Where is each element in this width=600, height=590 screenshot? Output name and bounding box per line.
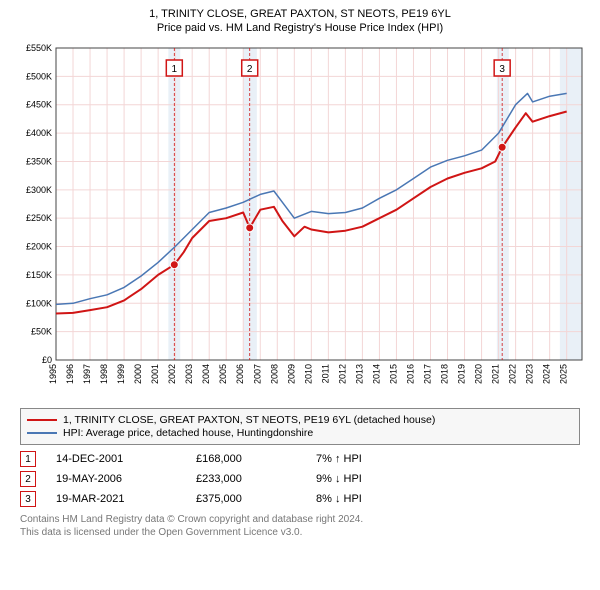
transaction-price: £233,000 [196,473,316,485]
svg-text:2: 2 [247,64,253,75]
line-chart-svg: £0 £50K £100K £150K £200K £250K £300K £350K £400… [10,40,590,400]
legend-label: HPI: Average price, detached house, Hunt… [63,427,313,439]
transaction-date: 19-MAR-2021 [56,493,196,505]
svg-text:2019: 2019 [457,364,467,384]
footer-line-2: This data is licensed under the Open Gov… [20,526,580,539]
transaction-badge: 3 [20,491,36,507]
svg-text:2010: 2010 [303,364,313,384]
transaction-price: £168,000 [196,453,316,465]
chart-container: 1, TRINITY CLOSE, GREAT PAXTON, ST NEOTS… [0,0,600,547]
svg-text:2008: 2008 [269,364,279,384]
svg-text:2011: 2011 [320,364,330,383]
svg-text:2022: 2022 [508,364,518,384]
transaction-row: 1 14-DEC-2001£168,0007% ↑ HPI [20,451,580,467]
svg-text:2009: 2009 [286,364,296,384]
svg-text:£250K: £250K [26,213,52,223]
svg-text:2003: 2003 [184,364,194,384]
transaction-row: 2 19-MAY-2006£233,0009% ↓ HPI [20,471,580,487]
footer-attribution: Contains HM Land Registry data © Crown c… [20,513,580,539]
svg-text:1999: 1999 [116,364,126,384]
transaction-hpi: 7% ↑ HPI [316,453,436,465]
svg-text:2018: 2018 [440,364,450,384]
transaction-date: 14-DEC-2001 [56,453,196,465]
chart-subtitle: Price paid vs. HM Land Registry's House … [10,22,590,34]
footer-line-1: Contains HM Land Registry data © Crown c… [20,513,580,526]
transaction-hpi: 8% ↓ HPI [316,493,436,505]
svg-text:1997: 1997 [82,364,92,384]
legend-label: 1, TRINITY CLOSE, GREAT PAXTON, ST NEOTS… [63,414,435,426]
svg-text:2021: 2021 [491,364,501,384]
svg-text:2012: 2012 [337,364,347,384]
svg-text:2016: 2016 [405,364,415,384]
svg-text:1998: 1998 [99,364,109,384]
svg-text:1996: 1996 [65,364,75,384]
svg-text:£0: £0 [42,355,52,365]
svg-text:£100K: £100K [26,298,52,308]
svg-text:1: 1 [172,64,178,75]
svg-text:2017: 2017 [422,364,432,384]
svg-text:2014: 2014 [371,364,381,384]
svg-text:£500K: £500K [26,71,52,81]
svg-text:2005: 2005 [218,364,228,384]
svg-text:2013: 2013 [354,364,364,384]
chart-area: £0 £50K £100K £150K £200K £250K £300K £350K £400… [10,40,590,400]
transaction-hpi: 9% ↓ HPI [316,473,436,485]
transaction-row: 3 19-MAR-2021£375,0008% ↓ HPI [20,491,580,507]
svg-text:2006: 2006 [235,364,245,384]
svg-text:2023: 2023 [525,364,535,384]
legend-swatch [27,419,57,421]
svg-text:2002: 2002 [167,364,177,384]
svg-text:£550K: £550K [26,43,52,53]
legend-swatch [27,432,57,434]
transaction-price: £375,000 [196,493,316,505]
transaction-date: 19-MAY-2006 [56,473,196,485]
svg-text:3: 3 [499,64,505,75]
svg-text:2004: 2004 [201,364,211,384]
svg-text:2020: 2020 [474,364,484,384]
transaction-badge: 1 [20,451,36,467]
legend-box: 1, TRINITY CLOSE, GREAT PAXTON, ST NEOTS… [20,408,580,445]
svg-text:2007: 2007 [252,364,262,384]
svg-text:2001: 2001 [150,364,160,384]
svg-text:£200K: £200K [26,242,52,252]
chart-title: 1, TRINITY CLOSE, GREAT PAXTON, ST NEOTS… [10,8,590,20]
svg-text:£450K: £450K [26,100,52,110]
legend-item: 1, TRINITY CLOSE, GREAT PAXTON, ST NEOTS… [27,414,573,426]
svg-text:2015: 2015 [388,364,398,384]
transactions-table: 1 14-DEC-2001£168,0007% ↑ HPI 2 19-MAY-2006… [20,451,580,507]
svg-text:£350K: £350K [26,156,52,166]
svg-text:£300K: £300K [26,185,52,195]
svg-text:1995: 1995 [48,364,58,384]
svg-text:2025: 2025 [559,364,569,384]
svg-text:£50K: £50K [31,327,52,337]
svg-text:2000: 2000 [133,364,143,384]
svg-text:2024: 2024 [542,364,552,384]
svg-text:£400K: £400K [26,128,52,138]
transaction-badge: 2 [20,471,36,487]
svg-text:£150K: £150K [26,270,52,280]
legend-item: HPI: Average price, detached house, Hunt… [27,427,573,439]
